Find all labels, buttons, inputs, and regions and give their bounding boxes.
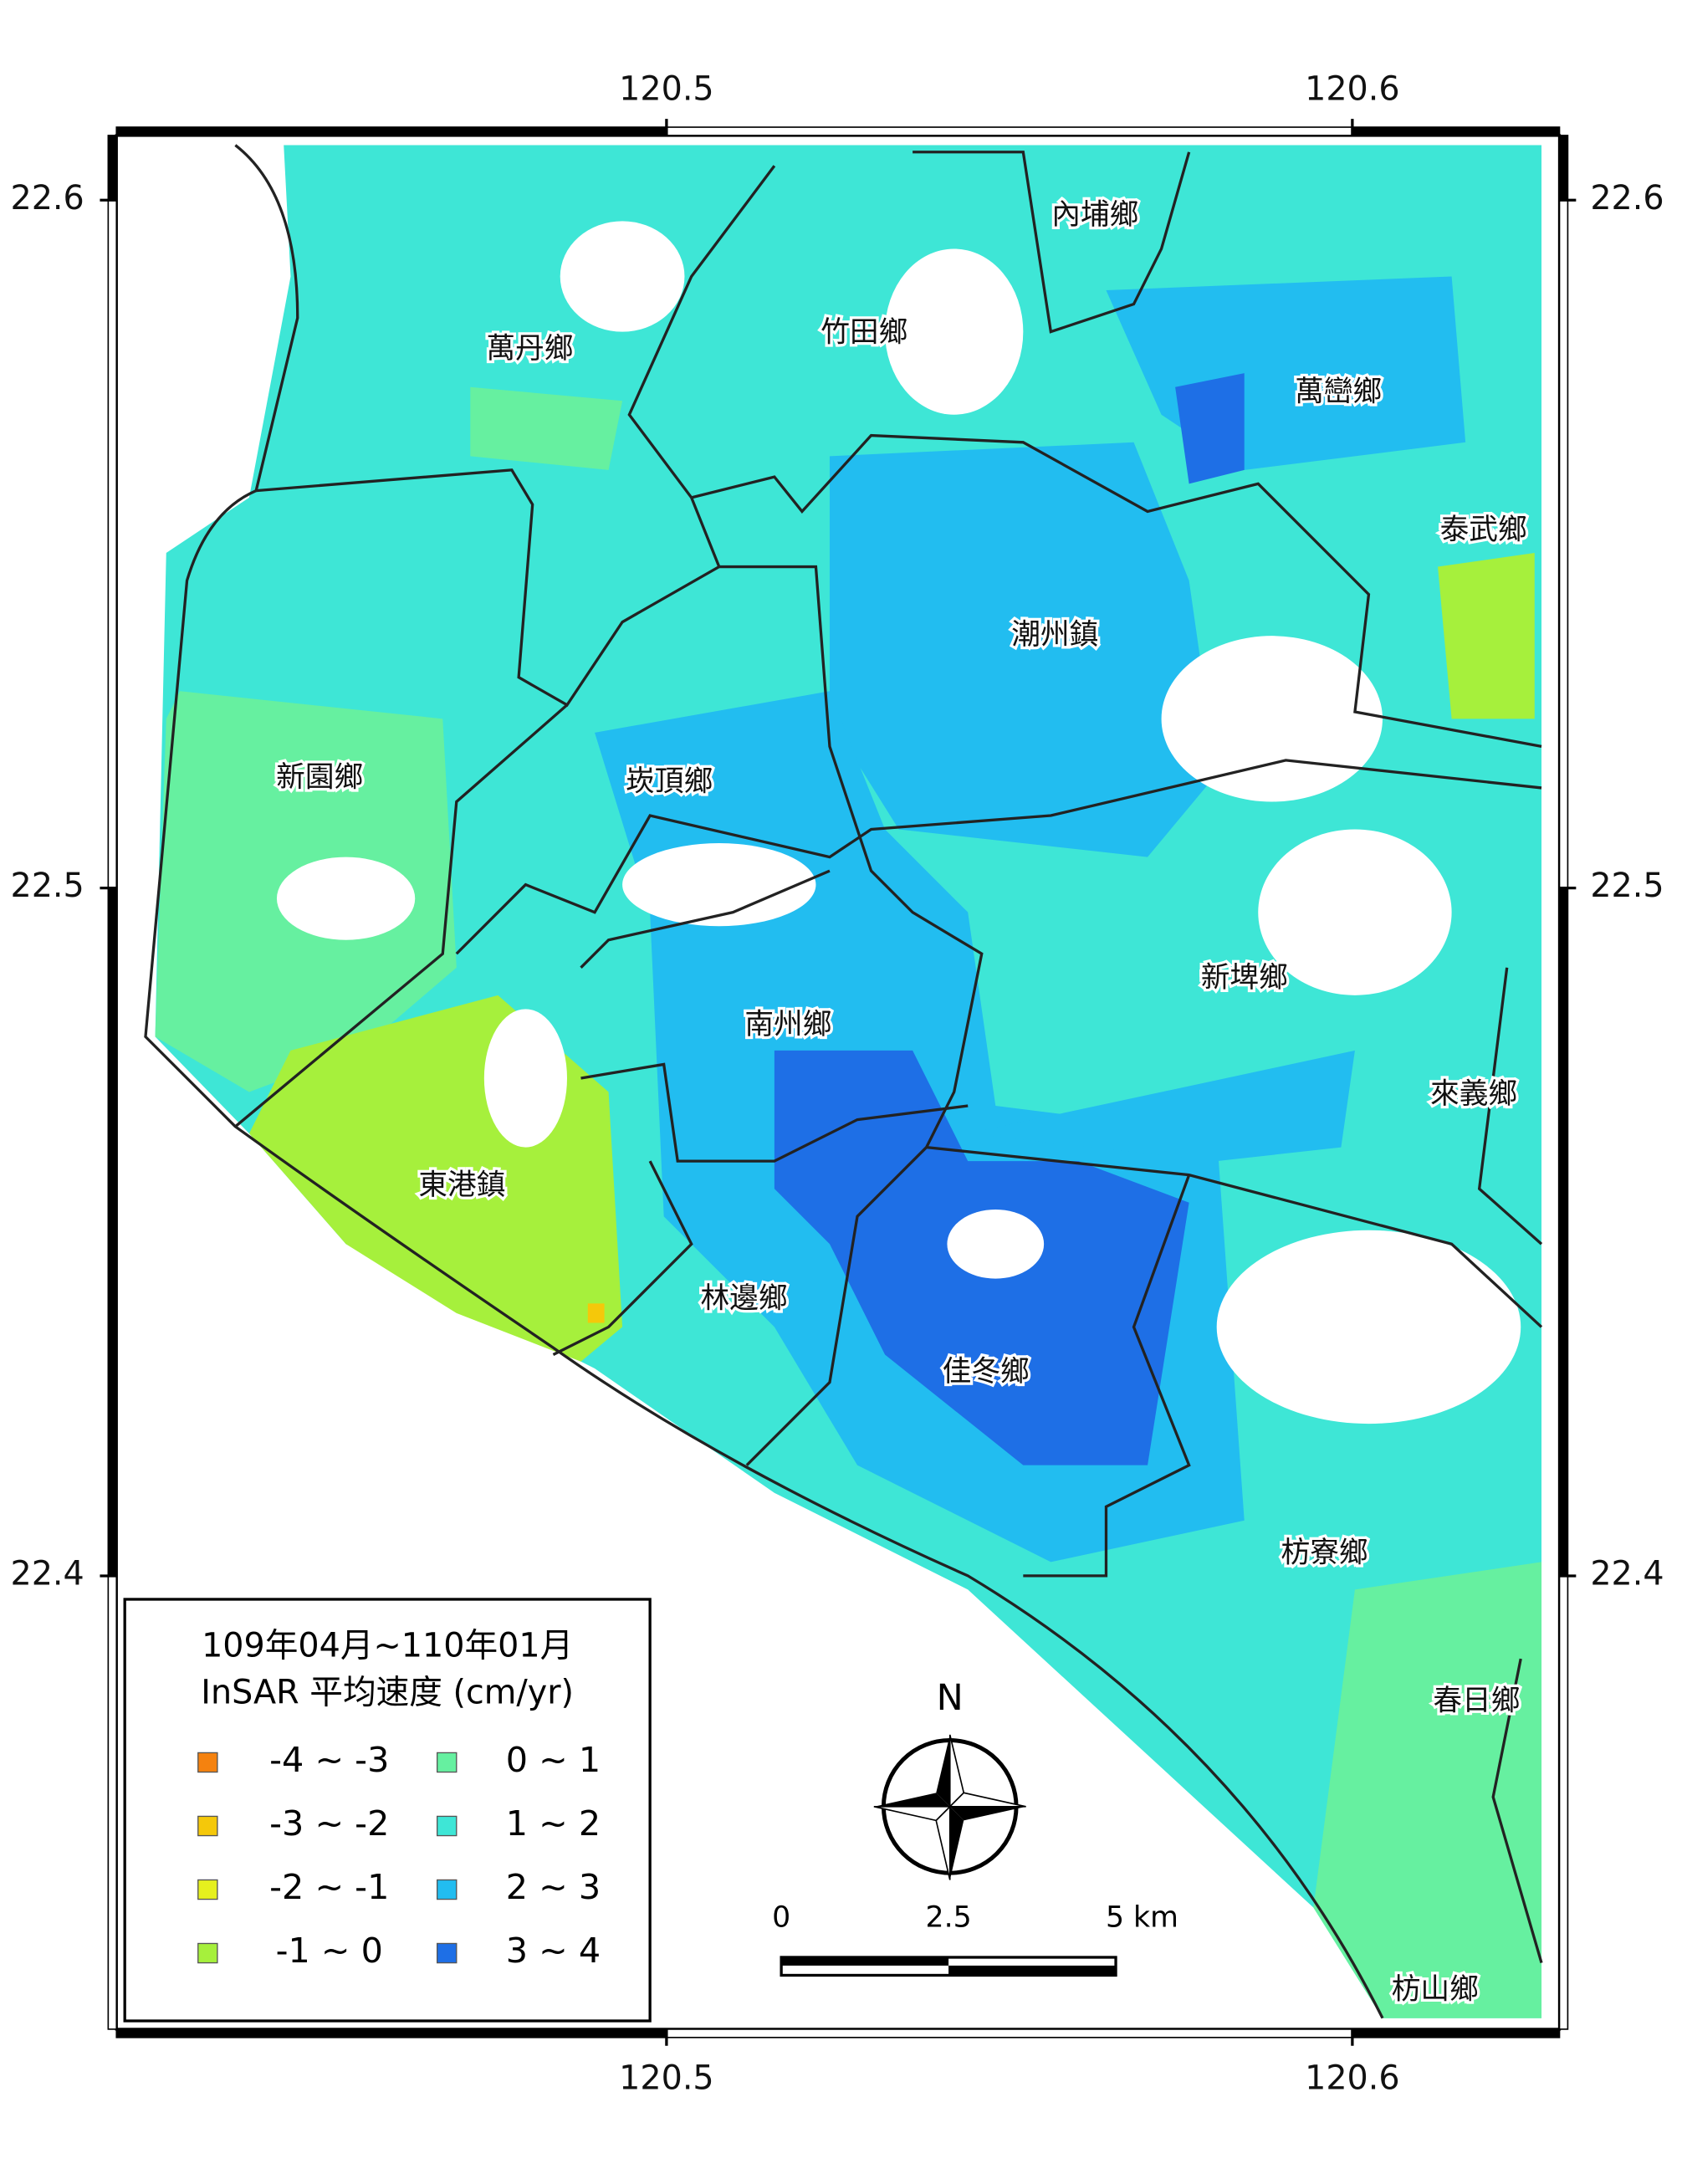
x-tick-label: 120.5 — [619, 70, 714, 109]
legend-label: 2 ~ 3 — [506, 1867, 601, 1907]
frame-bar — [1558, 1575, 1569, 2030]
y-tick-label: 22.4 — [10, 1554, 84, 1593]
legend-title: InSAR 平均速度 (cm/yr) — [201, 1674, 574, 1712]
frame-bar — [666, 2028, 1353, 2038]
x-tick-label: 120.6 — [1305, 70, 1400, 109]
insar-field — [155, 145, 1542, 2018]
legend-label: -4 ~ -3 — [269, 1740, 389, 1780]
township-label: 萬巒鄉 — [1295, 375, 1382, 408]
frame-bar — [666, 126, 1353, 136]
map-frame: 120.5 120.5 120.6 120.6 22.6 22.6 22.5 22.5 22.4… — [10, 70, 1664, 2098]
township-label: 萬丹鄉 — [486, 332, 573, 366]
township-label: 崁頂鄉 — [626, 765, 713, 798]
legend: 109年04月~110年01月 InSAR 平均速度 (cm/yr) -4 ~ … — [123, 1598, 652, 2023]
legend-label: 3 ~ 4 — [506, 1931, 601, 1971]
frame-bar — [115, 126, 667, 136]
scale-label: 5 km — [1106, 1901, 1178, 1935]
y-tick-label: 22.4 — [1590, 1554, 1664, 1593]
legend-label: -2 ~ -1 — [269, 1867, 389, 1907]
frame-bar — [115, 2028, 667, 2038]
township-label: 東港鎮 — [418, 1169, 505, 1202]
legend-swatch — [436, 1942, 458, 1964]
legend-swatch — [436, 1879, 458, 1900]
township-label: 枋寮鄉 — [1281, 1536, 1368, 1569]
legend-swatch — [197, 1815, 218, 1837]
frame-bar — [107, 135, 118, 202]
township-label: 潮州鎮 — [1011, 618, 1098, 652]
legend-label: 1 ~ 2 — [506, 1803, 601, 1844]
frame-bar — [1352, 126, 1561, 136]
legend-label: 0 ~ 1 — [506, 1740, 601, 1780]
y-tick-label: 22.5 — [1590, 867, 1664, 905]
frame-bar — [1558, 199, 1569, 889]
x-tick-label: 120.5 — [619, 2059, 714, 2098]
legend-swatch — [197, 1752, 218, 1773]
compass: N — [873, 1677, 1026, 1880]
legend-swatch — [436, 1752, 458, 1773]
y-tick-label: 22.5 — [10, 867, 84, 905]
frame-bar — [1352, 2028, 1561, 2038]
x-tick-label: 120.6 — [1305, 2059, 1400, 2098]
legend-swatch — [436, 1815, 458, 1837]
township-label: 枋山鄉 — [1392, 1973, 1479, 2007]
township-label: 佳冬鄉 — [943, 1355, 1030, 1389]
scale-label: 2.5 — [926, 1901, 972, 1935]
frame-bar — [1558, 135, 1569, 202]
frame-bar — [107, 1575, 118, 2030]
township-label: 泰武鄉 — [1440, 514, 1527, 547]
township-label: 來義鄉 — [1430, 1077, 1517, 1111]
frame-bar — [1558, 887, 1569, 1577]
scale-label: 0 — [772, 1901, 790, 1935]
legend-label: -3 ~ -2 — [269, 1803, 389, 1844]
legend-swatch — [197, 1942, 218, 1964]
y-tick-label: 22.6 — [10, 179, 84, 217]
township-label: 竹田鄉 — [820, 315, 907, 349]
township-label: 內埔鄉 — [1051, 198, 1138, 232]
frame-bar — [107, 887, 118, 1577]
township-label: 林邊鄉 — [700, 1281, 787, 1315]
township-label: 新園鄉 — [276, 760, 363, 794]
township-label: 南州鄉 — [744, 1008, 831, 1041]
township-label: 新埤鄉 — [1201, 961, 1288, 995]
compass-label: N — [937, 1677, 964, 1719]
township-label: 春日鄉 — [1433, 1684, 1520, 1717]
legend-swatch — [197, 1879, 218, 1900]
legend-title: 109年04月~110年01月 — [202, 1626, 573, 1665]
legend-label: -1 ~ 0 — [276, 1931, 383, 1971]
boundaries — [144, 144, 1543, 2019]
scale-bar: 0 2.5 5 km — [772, 1901, 1178, 1977]
frame-bar — [107, 199, 118, 889]
y-tick-label: 22.6 — [1590, 179, 1664, 217]
